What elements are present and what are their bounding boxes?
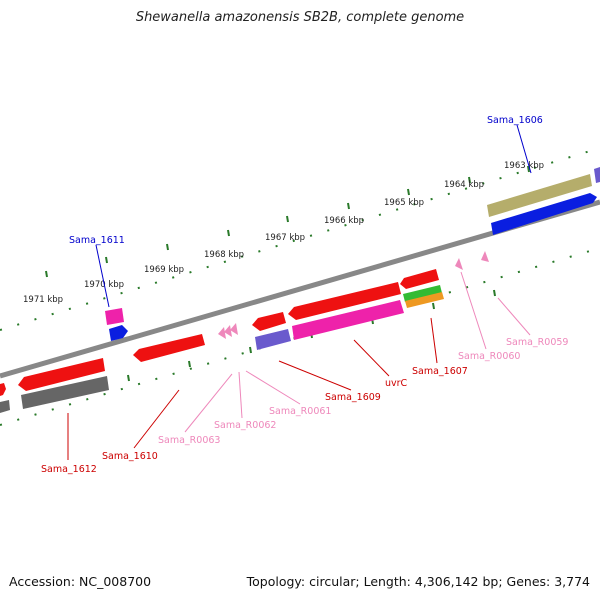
gene-red-1607[interactable] bbox=[400, 269, 439, 289]
gene-pink-r0059[interactable] bbox=[481, 251, 489, 262]
leader-sama-r0061 bbox=[245, 370, 301, 405]
gene-magenta-uvrc[interactable] bbox=[292, 300, 404, 340]
label-sama-1609[interactable]: Sama_1609 bbox=[325, 392, 381, 403]
gene-pink-r0061[interactable] bbox=[230, 323, 238, 335]
tick-label: 1963 kbp bbox=[504, 161, 544, 171]
gene-purple-partial[interactable] bbox=[594, 167, 600, 183]
label-uvrc[interactable]: uvrC bbox=[385, 378, 408, 389]
callout-lines bbox=[67, 124, 532, 460]
tick-label: 1968 kbp bbox=[204, 250, 244, 260]
label-sama-1610[interactable]: Sama_1610 bbox=[102, 451, 158, 462]
gene-pink-small[interactable] bbox=[105, 308, 124, 325]
leader-uvrc bbox=[353, 339, 390, 377]
tick-label: 1966 kbp bbox=[324, 216, 364, 226]
gene-pink-r0060[interactable] bbox=[455, 258, 463, 270]
label-sama-r0060[interactable]: Sama_R0060 bbox=[458, 351, 520, 362]
gene-olive[interactable] bbox=[487, 174, 592, 217]
tick-label: 1967 kbp bbox=[265, 233, 305, 243]
gene-purple-1609[interactable] bbox=[255, 329, 291, 350]
leader-sama-1607 bbox=[430, 317, 438, 364]
gene-blue-small[interactable] bbox=[109, 325, 128, 341]
gene-green-1607[interactable] bbox=[403, 285, 442, 302]
label-sama-r0059[interactable]: Sama_R0059 bbox=[506, 337, 568, 348]
label-sama-1612[interactable]: Sama_1612 bbox=[41, 464, 97, 475]
leader-sama-1606 bbox=[516, 124, 532, 174]
gene-orange-1607[interactable] bbox=[405, 292, 444, 308]
gene-red-1609-small[interactable] bbox=[252, 312, 286, 331]
tick-label: 1971 kbp bbox=[23, 295, 63, 305]
gene-red-1610[interactable] bbox=[133, 334, 205, 362]
topology-text: Topology: circular; Length: 4,306,142 bp… bbox=[246, 574, 590, 589]
kbp-tick-labels: 1963 kbp 1964 kbp 1965 kbp 1966 kbp 1967… bbox=[23, 161, 544, 305]
gene-gray-1612[interactable] bbox=[21, 376, 109, 409]
gene-labels: Sama_1606 Sama_1611 Sama_1612 Sama_1610 … bbox=[41, 115, 568, 475]
gene-pink-r0063[interactable] bbox=[218, 327, 226, 339]
tick-label: 1964 kbp bbox=[444, 180, 484, 190]
tick-label: 1969 kbp bbox=[144, 265, 184, 275]
leader-sama-1611 bbox=[95, 244, 110, 308]
outer-genes bbox=[105, 167, 600, 341]
label-sama-1606[interactable]: Sama_1606 bbox=[487, 115, 543, 126]
leader-sama-r0060 bbox=[460, 271, 487, 350]
kbp-tick-marks bbox=[5, 165, 530, 410]
leader-sama-r0059 bbox=[497, 297, 531, 336]
leader-sama-r0063 bbox=[184, 373, 233, 433]
gene-red-1612[interactable] bbox=[18, 358, 105, 391]
leader-sama-1609 bbox=[278, 360, 352, 391]
label-sama-r0061[interactable]: Sama_R0061 bbox=[269, 406, 331, 417]
gene-blue[interactable] bbox=[491, 193, 597, 235]
gene-red-uvrc[interactable] bbox=[288, 282, 401, 320]
gene-gray-left-partial[interactable] bbox=[0, 400, 10, 413]
leader-sama-1610 bbox=[133, 389, 180, 449]
leader-sama-r0062 bbox=[238, 371, 243, 419]
gene-pink-r0062[interactable] bbox=[224, 325, 232, 337]
inner-genes bbox=[0, 251, 489, 413]
outer-tick-ring bbox=[0, 147, 600, 331]
gene-red-left-partial[interactable] bbox=[0, 383, 6, 396]
accession-text: Accession: NC_008700 bbox=[9, 574, 152, 589]
label-sama-r0063[interactable]: Sama_R0063 bbox=[158, 435, 220, 446]
label-sama-1611[interactable]: Sama_1611 bbox=[69, 235, 125, 246]
tick-label: 1965 kbp bbox=[384, 198, 424, 208]
label-sama-1607[interactable]: Sama_1607 bbox=[412, 366, 468, 377]
label-sama-r0062[interactable]: Sama_R0062 bbox=[214, 420, 276, 431]
page-title: Shewanella amazonensis SB2B, complete ge… bbox=[135, 10, 465, 25]
